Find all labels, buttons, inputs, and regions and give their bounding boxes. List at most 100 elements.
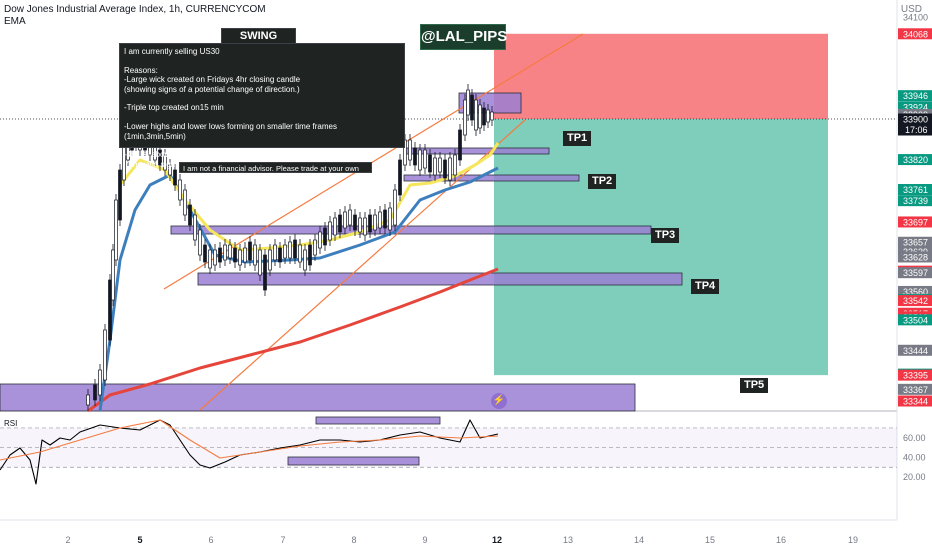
candle-body bbox=[243, 247, 247, 263]
symbol-title: Dow Jones Industrial Average Index, 1h, … bbox=[4, 4, 266, 15]
price-label: 33820 bbox=[903, 155, 928, 165]
candle-body bbox=[448, 157, 452, 181]
tp2-label: TP2 bbox=[588, 174, 617, 189]
time-axis-tick: 2 bbox=[65, 535, 70, 545]
tp3-label: TP3 bbox=[651, 228, 680, 243]
tp2-zone bbox=[403, 174, 580, 182]
candle-body bbox=[308, 244, 312, 266]
price-label-box bbox=[898, 267, 932, 279]
candle-body bbox=[428, 154, 432, 173]
price-label-box bbox=[898, 383, 932, 395]
price-label: 33761 bbox=[903, 185, 928, 195]
price-label-box bbox=[898, 236, 932, 248]
candle-body bbox=[98, 369, 102, 396]
price-label: 33628 bbox=[903, 252, 928, 262]
candle-body bbox=[348, 209, 352, 226]
candle-body bbox=[111, 249, 115, 301]
time-axis-tick: 7 bbox=[280, 535, 285, 545]
candle-body bbox=[283, 244, 287, 259]
candle-body bbox=[114, 199, 118, 261]
candle-body bbox=[233, 247, 237, 263]
price-label: 33697 bbox=[903, 217, 928, 227]
lightning-icon[interactable]: ⚡ bbox=[491, 393, 507, 409]
time-axis-tick: 12 bbox=[492, 535, 502, 545]
candle-body bbox=[228, 244, 232, 259]
candle-body bbox=[93, 384, 97, 401]
candle-body bbox=[378, 211, 382, 229]
price-label-box bbox=[898, 216, 932, 228]
time-axis-tick: 19 bbox=[848, 535, 858, 545]
candle-body bbox=[248, 241, 252, 261]
candle-body bbox=[343, 211, 347, 229]
price-label: 33924 bbox=[903, 102, 928, 112]
candle-body bbox=[313, 239, 317, 256]
candle-body bbox=[108, 279, 112, 341]
rsi-ma-line bbox=[0, 419, 499, 461]
stop-loss-zone bbox=[494, 33, 828, 119]
price-label-box bbox=[898, 154, 932, 166]
price-label: 33657 bbox=[903, 238, 928, 248]
candle-body bbox=[368, 214, 372, 233]
candle-body bbox=[353, 214, 357, 231]
time-axis-tick: 5 bbox=[137, 535, 142, 545]
candle-body bbox=[443, 159, 447, 179]
candle-body bbox=[338, 214, 342, 233]
candle-body bbox=[253, 244, 257, 266]
time-axis-tick: 6 bbox=[208, 535, 213, 545]
price-label-box bbox=[898, 101, 932, 113]
candle-body bbox=[423, 149, 427, 169]
candle-body bbox=[278, 247, 282, 263]
price-label: 33946 bbox=[903, 91, 928, 101]
price-label: 33739 bbox=[903, 196, 928, 206]
candle-body bbox=[482, 107, 486, 126]
candle-body bbox=[213, 249, 217, 266]
author-handle: @LAL_PIPS bbox=[420, 24, 507, 50]
candle-body bbox=[398, 159, 402, 196]
price-label: 33597 bbox=[903, 268, 928, 278]
candle-body bbox=[418, 149, 422, 171]
candle-body bbox=[403, 139, 407, 166]
time-axis-tick: 9 bbox=[422, 535, 427, 545]
time-axis-tick: 8 bbox=[351, 535, 356, 545]
candle-body bbox=[383, 209, 387, 229]
candle-body bbox=[433, 157, 437, 176]
price-label-box bbox=[898, 28, 932, 40]
candle-body bbox=[474, 99, 478, 131]
candle-body bbox=[86, 394, 90, 406]
price-label-box bbox=[898, 251, 932, 263]
candle-body bbox=[218, 247, 222, 263]
price-label-box bbox=[898, 113, 932, 136]
take-profit-zone bbox=[494, 119, 828, 376]
candle-body bbox=[118, 169, 122, 221]
candle-body bbox=[288, 241, 292, 259]
price-label: 33542 bbox=[903, 296, 928, 306]
candle-body bbox=[273, 244, 277, 261]
candle-body bbox=[163, 154, 167, 171]
candle-body bbox=[203, 244, 207, 263]
rsi-zone-upper bbox=[315, 416, 441, 425]
price-label: 33395 bbox=[903, 371, 928, 381]
candle-body bbox=[268, 249, 272, 271]
candle-body bbox=[208, 249, 212, 269]
tp4-zone bbox=[197, 272, 683, 286]
candle-body bbox=[363, 217, 367, 236]
candle-body bbox=[178, 179, 182, 201]
time-axis-tick: 13 bbox=[563, 535, 573, 545]
candle-body bbox=[193, 214, 197, 241]
candle-body bbox=[358, 217, 362, 233]
candle-body bbox=[183, 189, 187, 216]
price-label-box bbox=[898, 184, 932, 196]
tp4-label: TP4 bbox=[691, 279, 720, 294]
tp3-zone bbox=[170, 225, 652, 235]
price-label-box bbox=[898, 295, 932, 307]
candle-body bbox=[458, 129, 462, 161]
candle-body bbox=[413, 147, 417, 166]
candle-body bbox=[293, 239, 297, 259]
currency-label: USD bbox=[900, 4, 922, 15]
price-label: 33367 bbox=[903, 385, 928, 395]
ema-200-line bbox=[87, 267, 499, 413]
rsi-line bbox=[0, 419, 499, 485]
tp1-label: TP1 bbox=[563, 131, 592, 146]
